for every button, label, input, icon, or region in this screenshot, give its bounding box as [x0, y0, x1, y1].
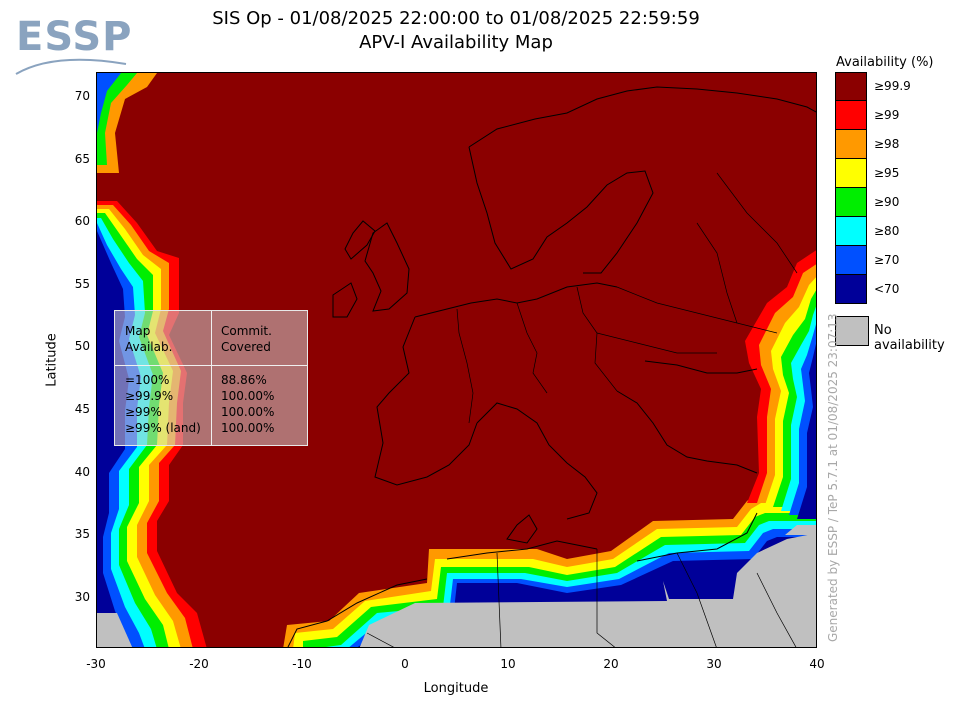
stats-header-left: Map Availab.	[125, 323, 172, 355]
band-nw-90	[97, 73, 137, 165]
essp-logo: ESSP	[14, 14, 134, 84]
band-below-70	[97, 231, 131, 647]
stats-header-right: Commit. Covered	[221, 323, 272, 355]
stats-header-right-line2: Covered	[221, 340, 271, 354]
logo-text: ESSP	[16, 14, 133, 60]
legend-label: ≥70	[874, 253, 900, 267]
x-tick-label: 30	[706, 657, 722, 671]
legend-swatch	[835, 72, 867, 101]
legend-label: ≥99.9	[874, 79, 911, 93]
stats-header-left-line2: Availab.	[125, 340, 173, 354]
generated-by-note: Generated by ESSP / TeP 5.7.1 at 01/08/2…	[826, 313, 840, 642]
legend-label: ≥90	[874, 195, 900, 209]
x-tick-label: -10	[292, 657, 312, 671]
x-tick-label: 10	[500, 657, 516, 671]
stats-row-value: 100.00%	[221, 389, 275, 403]
y-tick-label: 40	[74, 465, 90, 479]
legend-title: Availability (%)	[836, 55, 934, 70]
y-tick-label: 55	[74, 277, 90, 291]
logo-swoosh-icon	[15, 58, 127, 75]
stats-row-value: 100.00%	[221, 421, 275, 435]
x-tick-label: -20	[189, 657, 209, 671]
stats-rows-left: =100% ≥99.9% ≥99% ≥99% (land)	[125, 372, 201, 436]
legend-label: ≥80	[874, 224, 900, 238]
legend-colorbar	[835, 72, 867, 304]
coastlines	[287, 86, 816, 647]
legend-label: ≥95	[874, 166, 900, 180]
legend-label: <70	[874, 282, 900, 296]
y-tick-label: 50	[74, 339, 90, 353]
x-tick-label: -30	[86, 657, 106, 671]
no-availability-east	[785, 525, 816, 535]
y-tick-label: 60	[74, 214, 90, 228]
x-tick-label: 20	[603, 657, 619, 671]
legend-label: ≥98	[874, 137, 900, 151]
legend-swatch	[835, 217, 867, 246]
legend-swatch	[835, 275, 867, 304]
stats-row-label: ≥99.9%	[125, 389, 174, 403]
legend-swatch	[835, 101, 867, 130]
y-tick-label: 30	[74, 590, 90, 604]
stats-header-right-line1: Commit.	[221, 324, 272, 338]
stats-horizontal-divider	[115, 365, 307, 366]
stats-row-label: ≥99% (land)	[125, 421, 201, 435]
no-availability-west	[97, 613, 133, 647]
y-tick-label: 35	[74, 527, 90, 541]
x-axis-label: Longitude	[423, 681, 489, 696]
stats-row-label: =100%	[125, 373, 170, 387]
legend-swatch	[835, 159, 867, 188]
y-tick-label: 65	[74, 152, 90, 166]
stats-rows-right: 88.86% 100.00% 100.00% 100.00%	[221, 372, 274, 436]
country-borders	[366, 172, 798, 647]
stats-row-value: 88.86%	[221, 373, 267, 387]
legend-swatch	[835, 130, 867, 159]
no-availability-label: No availability	[874, 323, 945, 353]
availability-stats-table: Map Availab. Commit. Covered =100% ≥99.9…	[114, 310, 308, 446]
y-axis-label: Latitude	[44, 333, 60, 387]
band-east-below-70	[797, 343, 816, 519]
band-nw-70	[97, 73, 121, 133]
legend-swatch	[835, 188, 867, 217]
y-tick-label: 45	[74, 402, 90, 416]
map-subtitle: APV-I Availability Map	[359, 32, 553, 53]
no-availability-south	[359, 533, 816, 647]
legend-swatch	[835, 246, 867, 275]
y-tick-label: 70	[74, 89, 90, 103]
stats-header-left-line1: Map	[125, 324, 151, 338]
stats-row-value: 100.00%	[221, 405, 275, 419]
x-tick-label: 40	[809, 657, 825, 671]
x-tick-label: 0	[401, 657, 409, 671]
stats-vertical-divider	[211, 311, 212, 445]
stats-row-label: ≥99%	[125, 405, 162, 419]
no-availability-swatch	[835, 316, 869, 346]
legend-label: ≥99	[874, 108, 900, 122]
map-title: SIS Op - 01/08/2025 22:00:00 to 01/08/20…	[212, 8, 700, 29]
